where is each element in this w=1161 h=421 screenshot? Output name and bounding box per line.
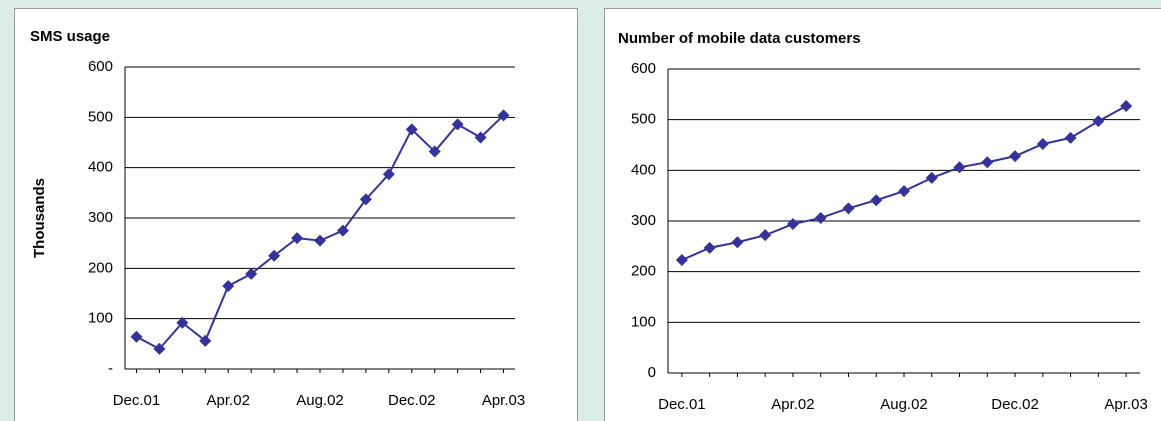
marker bbox=[451, 118, 464, 131]
marker bbox=[245, 267, 258, 280]
x-tick-label: Dec.01 bbox=[658, 396, 706, 413]
marker bbox=[1009, 150, 1022, 163]
y-tick-label: 400 bbox=[631, 161, 656, 178]
marker bbox=[382, 168, 395, 181]
marker bbox=[870, 194, 883, 207]
y-tick-label: 500 bbox=[631, 111, 656, 128]
y-tick-label: 100 bbox=[631, 313, 656, 330]
marker bbox=[1064, 131, 1077, 144]
x-tick-label: Apr.03 bbox=[482, 392, 525, 409]
marker bbox=[428, 145, 441, 158]
marker bbox=[359, 193, 372, 206]
marker bbox=[222, 279, 235, 292]
y-tick-label: 200 bbox=[631, 263, 656, 280]
y-tick-label: 300 bbox=[88, 209, 113, 226]
marker bbox=[759, 229, 772, 242]
y-tick-label: 300 bbox=[631, 212, 656, 229]
y-tick-label: 400 bbox=[88, 159, 113, 176]
y-tick-label: - bbox=[108, 360, 113, 377]
marker bbox=[336, 224, 349, 237]
marker bbox=[731, 236, 744, 249]
marker bbox=[898, 185, 910, 198]
marker bbox=[675, 254, 688, 267]
marker bbox=[703, 241, 716, 254]
marker bbox=[814, 211, 827, 224]
y-tick-label: 500 bbox=[88, 108, 113, 125]
y-axis-label: Thousands bbox=[31, 178, 48, 258]
marker bbox=[199, 334, 212, 347]
y-tick-label: 600 bbox=[88, 58, 113, 75]
panel bbox=[604, 8, 1161, 421]
marker bbox=[405, 123, 418, 136]
marker bbox=[1092, 115, 1105, 128]
marker bbox=[268, 249, 281, 262]
x-tick-label: Aug.02 bbox=[296, 392, 344, 409]
marker bbox=[291, 232, 304, 245]
y-tick-label: 100 bbox=[88, 310, 113, 327]
x-tick-label: Apr.02 bbox=[771, 396, 814, 413]
chart-title: Number of mobile data customers bbox=[618, 30, 861, 47]
x-tick-label: Dec.02 bbox=[991, 396, 1039, 413]
marker bbox=[953, 161, 966, 174]
chart-title: SMS usage bbox=[30, 28, 110, 45]
marker bbox=[925, 171, 938, 184]
y-tick-label: 600 bbox=[631, 60, 656, 77]
marker bbox=[497, 109, 510, 122]
marker bbox=[130, 330, 143, 343]
y-tick-label: 200 bbox=[88, 259, 113, 276]
marker bbox=[176, 316, 189, 329]
marker bbox=[842, 202, 855, 215]
y-tick-label: 0 bbox=[648, 364, 656, 381]
marker bbox=[981, 156, 994, 169]
x-tick-label: Apr.03 bbox=[1104, 396, 1147, 413]
x-tick-label: Apr.02 bbox=[207, 392, 250, 409]
marker bbox=[153, 342, 166, 355]
x-tick-label: Aug.02 bbox=[880, 396, 928, 413]
panel bbox=[14, 8, 578, 421]
marker bbox=[474, 131, 487, 144]
marker bbox=[314, 234, 326, 247]
x-tick-label: Dec.02 bbox=[388, 392, 436, 409]
marker bbox=[1036, 137, 1049, 150]
x-tick-label: Dec.01 bbox=[113, 392, 161, 409]
marker bbox=[1120, 99, 1133, 112]
marker bbox=[786, 218, 799, 231]
